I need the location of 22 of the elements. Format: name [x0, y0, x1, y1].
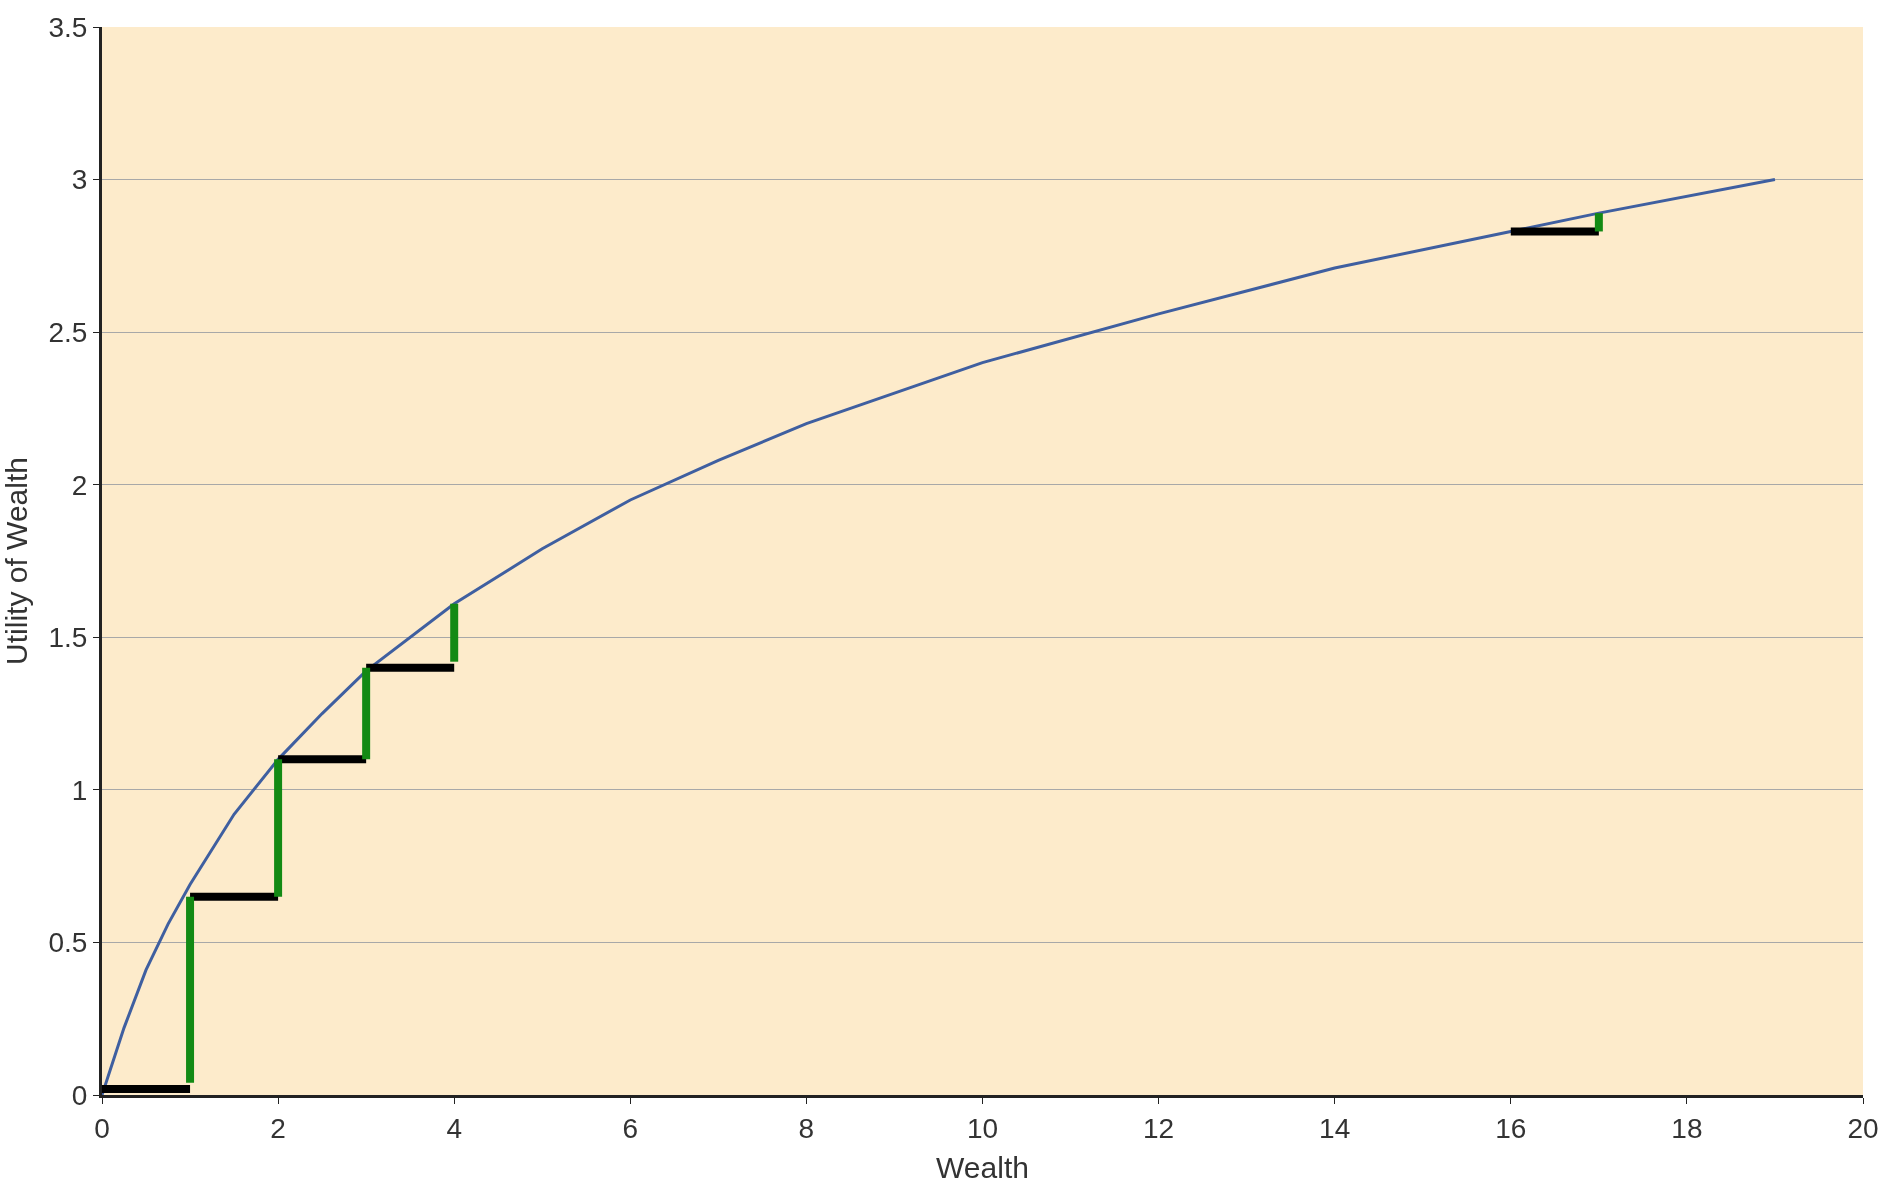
- x-tick-label: 12: [1143, 1112, 1175, 1144]
- x-tick-label: 16: [1495, 1112, 1527, 1144]
- y-axis-title: Utility of Wealth: [0, 457, 33, 665]
- x-axis-title: Wealth: [936, 1151, 1029, 1185]
- y-tick-label: 3.5: [48, 11, 88, 43]
- x-tick-label: 14: [1319, 1112, 1351, 1144]
- y-tick-label: 1.5: [48, 622, 88, 654]
- x-tick-label: 20: [1847, 1112, 1879, 1144]
- y-tick-label: 3: [71, 164, 88, 196]
- x-tick-label: 0: [94, 1112, 110, 1144]
- y-tick-label: 2: [71, 469, 88, 501]
- line-series: [102, 178, 1777, 1095]
- x-tick-label: 2: [270, 1112, 286, 1144]
- x-tick-label: 4: [446, 1112, 462, 1144]
- x-tick-label: 8: [798, 1112, 815, 1144]
- x-tick-label: 18: [1671, 1112, 1703, 1144]
- x-tick-label: 6: [622, 1112, 639, 1144]
- y-tick-label: 2.5: [48, 316, 88, 348]
- y-tick-label: 0: [71, 1079, 88, 1111]
- y-tick-label: 0.5: [48, 927, 88, 959]
- x-tick-label: 10: [966, 1112, 999, 1144]
- y-tick-label: 1: [71, 774, 88, 806]
